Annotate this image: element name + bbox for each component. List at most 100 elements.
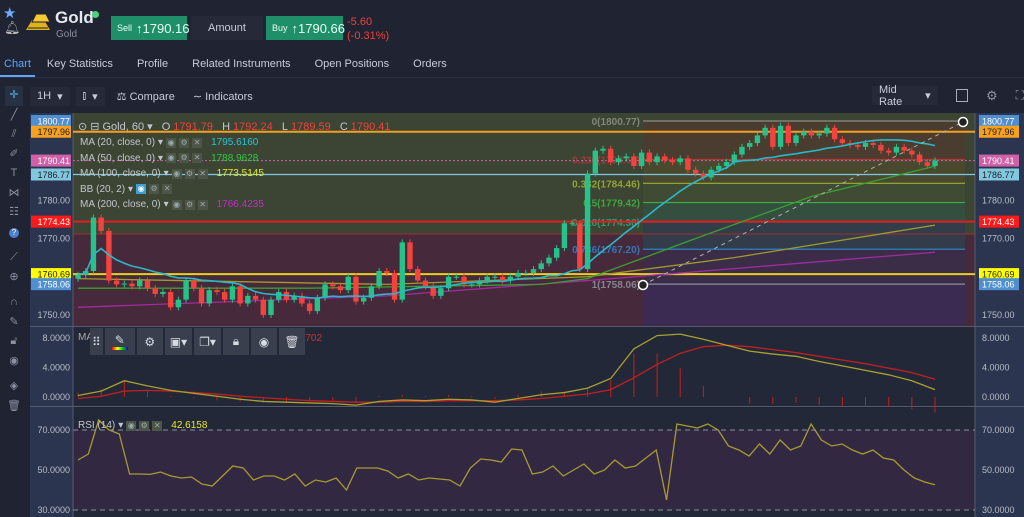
candle <box>901 146 907 151</box>
indicator-legend: MA (100, close, 0) ▾ ◉ ⚙ ✕ 1773.5145 <box>80 168 264 179</box>
instrument-title: Gold <box>55 8 94 27</box>
settings-icon[interactable]: ⚙ <box>184 199 195 210</box>
lock-icon[interactable]: 🔒︎ <box>222 328 249 355</box>
close-value: 1790.41 <box>350 120 391 133</box>
fib-icon[interactable]: ☷ <box>9 206 19 218</box>
square-icon[interactable] <box>955 89 968 102</box>
fib-band <box>643 249 965 285</box>
multi-line-icon[interactable]: ⫽ <box>11 128 17 140</box>
sell-button[interactable]: Sell ↑ 1790.16 <box>111 16 190 40</box>
close-icon[interactable]: ✕ <box>197 168 208 179</box>
caret-down-icon[interactable]: ▾ <box>147 121 153 133</box>
rsi-tick-label: 70.0000 <box>982 425 1015 435</box>
layers-icon[interactable]: ◈ <box>9 380 19 392</box>
buy-button[interactable]: Buy ↑ 1790.66 <box>266 16 345 40</box>
trend-line-icon[interactable]: ╱ <box>10 108 18 121</box>
candle <box>245 295 251 304</box>
pattern-icon[interactable]: ⋈ <box>8 186 20 199</box>
trash-icon[interactable]: 🗑︎ <box>278 328 305 355</box>
settings-icon[interactable]: ⚙ <box>179 137 190 148</box>
eye-icon[interactable]: ◉ <box>136 184 147 194</box>
candle <box>229 286 236 300</box>
eye-icon[interactable]: ◉ <box>171 199 182 210</box>
rsi-label[interactable]: RSI (14) <box>78 420 116 431</box>
candle <box>484 276 490 281</box>
caret-down-icon[interactable]: ▾ <box>158 137 164 148</box>
unlock-icon[interactable]: 🔓︎ <box>10 335 18 347</box>
caret-down-icon[interactable]: ▾ <box>163 168 169 179</box>
close-icon[interactable]: ✕ <box>162 184 173 194</box>
indicators-button[interactable]: ∼ Indicators <box>187 90 259 103</box>
lock-drawing-icon[interactable]: ✎ <box>9 315 19 328</box>
star-icon[interactable]: ★ <box>3 5 17 22</box>
text-icon[interactable]: T <box>10 167 18 179</box>
pencil-color-icon[interactable]: ✎ <box>104 328 135 355</box>
tab-open-positions[interactable]: Open Positions <box>314 58 390 70</box>
indicator-label[interactable]: BB (20, 2) <box>80 183 126 195</box>
settings-icon[interactable]: ⚙ <box>136 328 163 355</box>
eye-icon[interactable]: ◉ <box>166 137 177 148</box>
drag-handle-icon[interactable]: ⠿ <box>90 328 103 355</box>
amount-input[interactable]: Amount <box>191 16 263 40</box>
settings-icon[interactable]: ⚙ <box>184 168 195 179</box>
tab-key-statistics[interactable]: Key Statistics <box>46 58 113 70</box>
trend-handle <box>957 116 969 128</box>
rate-dropdown[interactable]: Mid Rate ▾ <box>872 83 938 108</box>
candle <box>685 158 691 170</box>
bell-icon[interactable]: 🔔︎ <box>4 20 21 35</box>
arrow-up-icon: ↑ <box>291 20 299 36</box>
fill-dropdown-icon[interactable]: ▣▾ <box>164 328 193 355</box>
indicator-label[interactable]: MA (20, close, 0) <box>80 137 156 148</box>
rate-value: Mid Rate <box>879 83 903 108</box>
interval-dropdown[interactable]: 1H ▾ <box>30 86 70 106</box>
candle <box>831 127 838 140</box>
eye-icon[interactable]: ◉ <box>166 153 177 163</box>
indicator-label[interactable]: MA (50, close, 0) <box>80 152 156 164</box>
chart-type-dropdown[interactable]: ⫾ ▾ <box>75 86 105 106</box>
price-chart[interactable]: 0(1800.77)0.236(1790.69)0.382(1784.46)0.… <box>0 113 1024 517</box>
indicator-label[interactable]: MA (200, close, 0) <box>80 199 161 210</box>
tab-orders[interactable]: Orders <box>413 58 447 70</box>
trash-icon[interactable]: 🗑︎ <box>7 399 21 412</box>
compare-button[interactable]: ⚖ Compare <box>111 90 181 103</box>
settings-icon[interactable]: ⚙ <box>179 153 190 163</box>
caret-down-icon[interactable]: ▾ <box>163 199 169 210</box>
fib-band <box>643 183 965 203</box>
eye-icon[interactable]: ◉ <box>126 420 137 431</box>
close-icon[interactable]: ✕ <box>192 153 203 163</box>
candle <box>723 162 730 166</box>
magnet-icon[interactable]: ∩ <box>10 296 18 308</box>
help-icon[interactable]: ? <box>9 223 19 243</box>
eye-icon[interactable]: ◉ <box>250 328 277 355</box>
candle <box>306 303 313 312</box>
zoom-in-icon[interactable]: ⊕ <box>9 270 19 283</box>
collapse-icon[interactable]: ⊙ ⊟ <box>78 121 100 133</box>
caret-down-icon[interactable]: ▾ <box>158 152 164 164</box>
price-marker-label: 1797.96 <box>37 127 70 137</box>
brush-icon[interactable]: ✐ <box>9 147 19 160</box>
close-icon[interactable]: ✕ <box>152 420 163 431</box>
close-icon[interactable]: ✕ <box>197 199 208 210</box>
settings-icon[interactable]: ⚙ <box>149 184 160 194</box>
price-marker <box>31 154 71 167</box>
settings-icon[interactable]: ⚙ <box>985 87 998 103</box>
symbol-label[interactable]: Gold, 60 <box>102 120 145 133</box>
price-marker-label: 1800.77 <box>982 117 1015 127</box>
candle <box>893 146 900 153</box>
tab-related-instruments[interactable]: Related Instruments <box>192 58 291 70</box>
indicator-label[interactable]: MA (100, close, 0) <box>80 168 161 179</box>
candle <box>669 160 676 163</box>
eye-icon[interactable]: ◉ <box>171 168 182 179</box>
ruler-icon[interactable]: ⟋ <box>10 251 18 263</box>
tab-profile[interactable]: Profile <box>136 58 169 70</box>
close-icon[interactable]: ✕ <box>192 137 203 148</box>
caret-down-icon[interactable]: ▾ <box>118 420 124 431</box>
eye-icon[interactable]: ◉ <box>9 354 19 367</box>
caret-down-icon[interactable]: ▾ <box>128 183 134 195</box>
tab-chart[interactable]: Chart <box>0 52 35 77</box>
fullscreen-icon[interactable]: ⛶ <box>1015 88 1024 102</box>
indicator-value: 1795.6160 <box>211 137 259 148</box>
settings-icon[interactable]: ⚙ <box>139 420 150 431</box>
copy-dropdown-icon[interactable]: ❐▾ <box>194 328 221 355</box>
crosshair-icon[interactable]: ✛ <box>5 86 23 106</box>
